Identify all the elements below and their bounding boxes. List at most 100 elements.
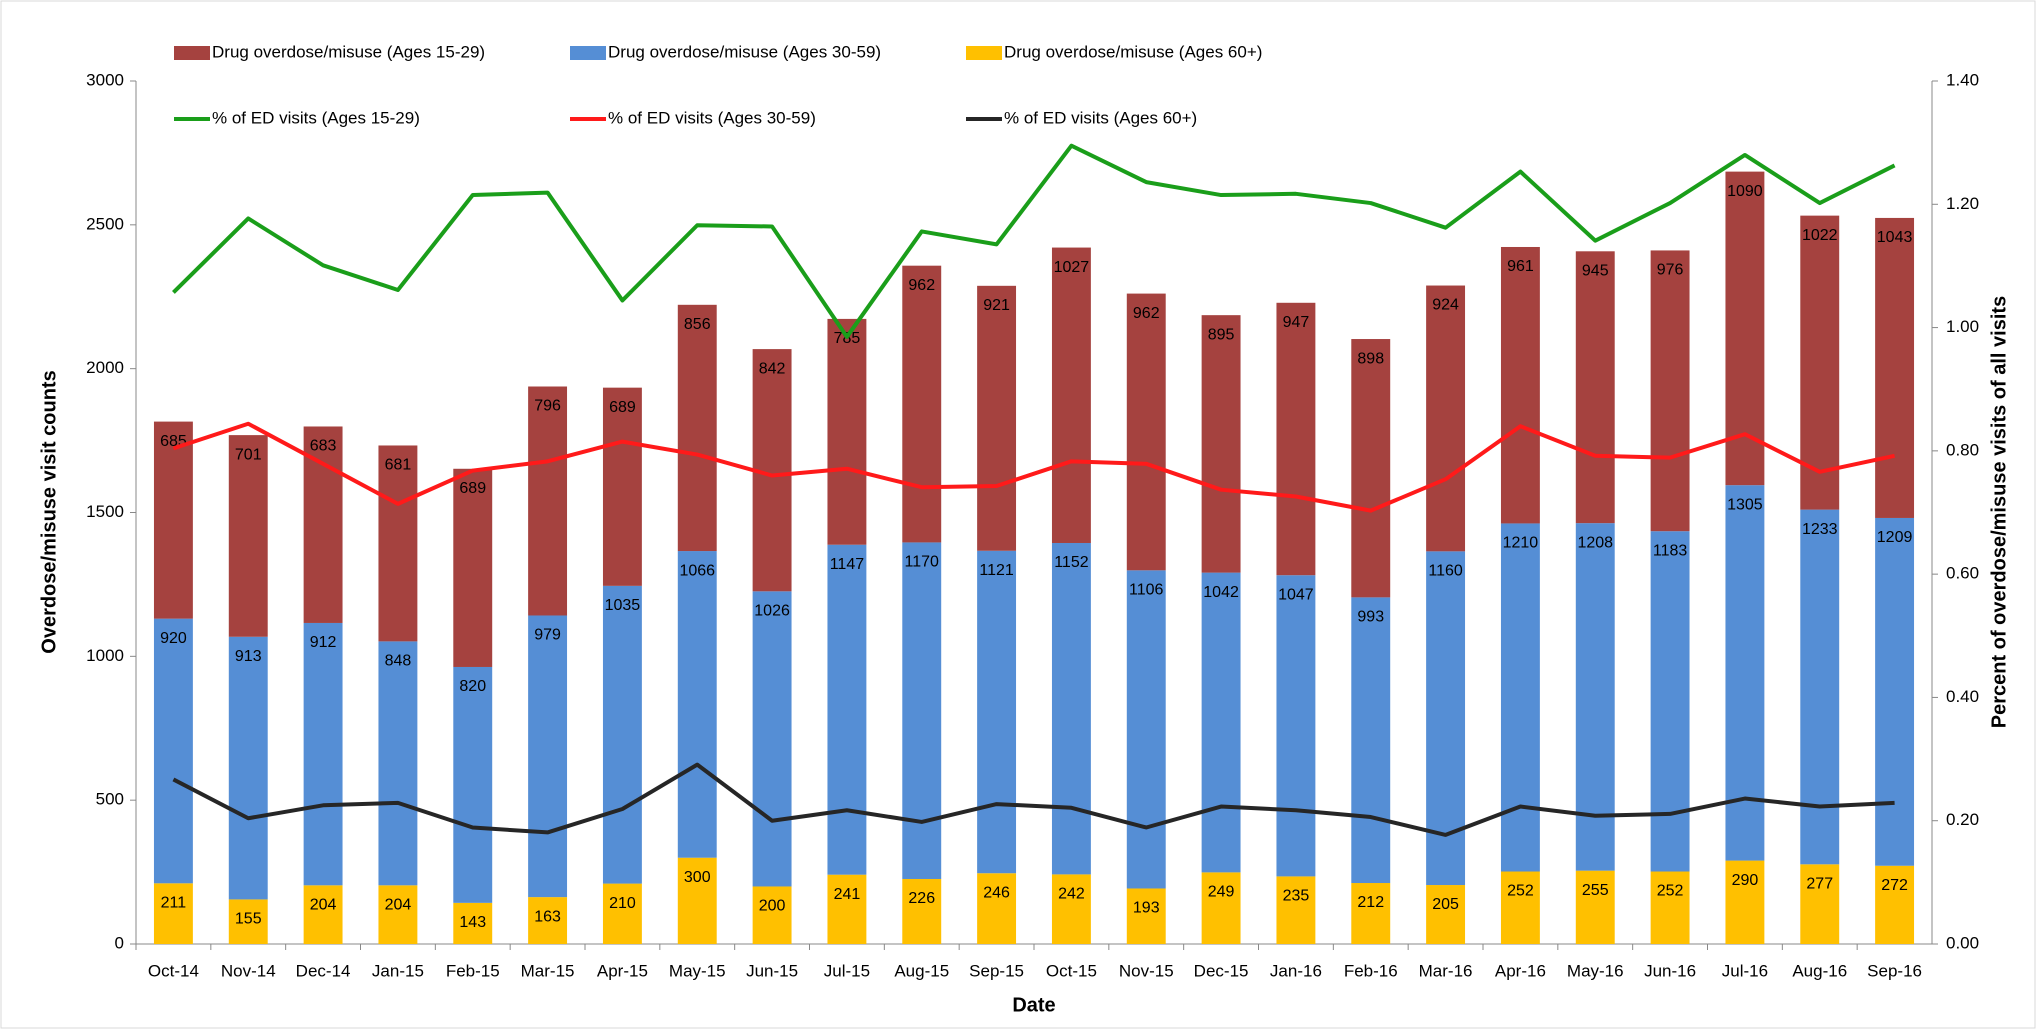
data-label: 246 (983, 884, 1010, 901)
legend-swatch (570, 46, 606, 60)
y2-axis-title: Percent of overdose/misuse visits of all… (1988, 296, 2010, 728)
bar (528, 897, 568, 944)
bar (1575, 251, 1615, 524)
data-label: 1233 (1802, 521, 1838, 538)
data-label: 205 (1432, 896, 1459, 913)
data-label: 163 (534, 908, 561, 925)
bar (153, 421, 193, 619)
y-axis-title: Overdose/misuse visit counts (38, 370, 60, 653)
x-tick-label: Sep-16 (1867, 961, 1922, 980)
data-label: 204 (385, 897, 412, 914)
data-label: 1106 (1129, 582, 1164, 599)
x-tick-label: Mar-15 (521, 961, 575, 980)
data-label: 913 (235, 648, 262, 665)
data-label: 945 (1582, 263, 1609, 280)
x-tick-label: May-15 (669, 961, 726, 980)
data-label: 143 (459, 914, 486, 931)
data-label: 241 (834, 886, 861, 903)
legend-label: Drug overdose/misuse (Ages 30-59) (608, 42, 881, 61)
bar (752, 591, 792, 887)
data-label: 689 (459, 480, 486, 497)
y2-tick-label: 1.20 (1946, 194, 1979, 213)
data-label: 924 (1432, 297, 1459, 314)
data-label: 200 (759, 898, 786, 915)
bar (1875, 217, 1915, 518)
bar (1725, 485, 1765, 861)
x-tick-label: May-16 (1567, 961, 1624, 980)
bar (1500, 871, 1540, 944)
bar (827, 318, 867, 545)
data-label: 689 (609, 399, 636, 416)
data-label: 210 (609, 895, 636, 912)
bar (1875, 517, 1915, 866)
data-label: 255 (1582, 882, 1609, 899)
bar (902, 878, 942, 944)
data-label: 1066 (679, 562, 715, 579)
data-label: 856 (684, 316, 711, 333)
data-label: 1043 (1877, 229, 1913, 246)
data-label: 1210 (1503, 535, 1539, 552)
x-tick-label: Jan-16 (1270, 961, 1322, 980)
data-label: 272 (1881, 877, 1908, 894)
x-tick-label: Nov-15 (1119, 961, 1174, 980)
data-label: 211 (161, 895, 187, 912)
data-label: 252 (1657, 883, 1684, 900)
data-label: 1121 (979, 562, 1014, 579)
y2-tick-label: 0.00 (1946, 933, 1979, 952)
bar (1800, 864, 1840, 944)
bar (1051, 247, 1091, 543)
y2-tick-label: 0.40 (1946, 687, 1979, 706)
line-series (172, 143, 1896, 339)
legend-swatch (174, 46, 210, 60)
legend-label: % of ED visits (Ages 15-29) (212, 108, 420, 127)
data-label: 204 (310, 897, 337, 914)
bar (1800, 509, 1840, 865)
bar (1650, 250, 1690, 532)
data-label: 962 (1133, 305, 1160, 322)
bar (1126, 293, 1166, 571)
y-tick-label: 1500 (86, 502, 124, 521)
line-series (172, 762, 1895, 837)
data-label: 1090 (1727, 183, 1763, 200)
data-label: 1022 (1802, 227, 1838, 244)
bar (977, 285, 1017, 551)
y2-tick-label: 0.60 (1946, 564, 1979, 583)
data-label: 962 (908, 277, 935, 294)
x-axis-title: Date (1012, 994, 1055, 1016)
data-label: 961 (1507, 258, 1534, 275)
bar (752, 886, 792, 944)
y-tick-label: 2000 (86, 358, 124, 377)
data-label: 300 (684, 869, 711, 886)
y2-tick-label: 1.40 (1946, 70, 1979, 89)
bar (1276, 302, 1316, 576)
x-tick-label: Oct-14 (148, 961, 199, 980)
data-label: 921 (983, 297, 1010, 314)
bar (1575, 523, 1615, 871)
data-label: 1027 (1054, 259, 1090, 276)
data-label: 249 (1208, 884, 1235, 901)
bar (1426, 285, 1466, 552)
bar (1126, 888, 1166, 944)
data-label: 1170 (905, 554, 940, 571)
data-label: 920 (160, 630, 187, 647)
x-tick-label: Oct-15 (1046, 961, 1097, 980)
x-tick-label: Mar-16 (1419, 961, 1473, 980)
bar (1875, 865, 1915, 944)
bar (303, 426, 343, 623)
bar (378, 641, 418, 886)
bar (1500, 246, 1540, 524)
x-tick-label: Apr-16 (1495, 961, 1546, 980)
data-label: 848 (385, 653, 412, 670)
data-label: 842 (759, 360, 786, 377)
data-label: 1026 (754, 603, 790, 620)
y2-tick-label: 0.80 (1946, 440, 1979, 459)
bar (677, 857, 717, 944)
data-label: 701 (235, 446, 262, 463)
x-tick-label: Jan-15 (372, 961, 424, 980)
bar (677, 304, 717, 552)
bar (902, 542, 942, 879)
x-tick-label: Dec-15 (1194, 961, 1249, 980)
y2-tick-label: 1.00 (1946, 317, 1979, 336)
y-tick-label: 500 (96, 790, 124, 809)
